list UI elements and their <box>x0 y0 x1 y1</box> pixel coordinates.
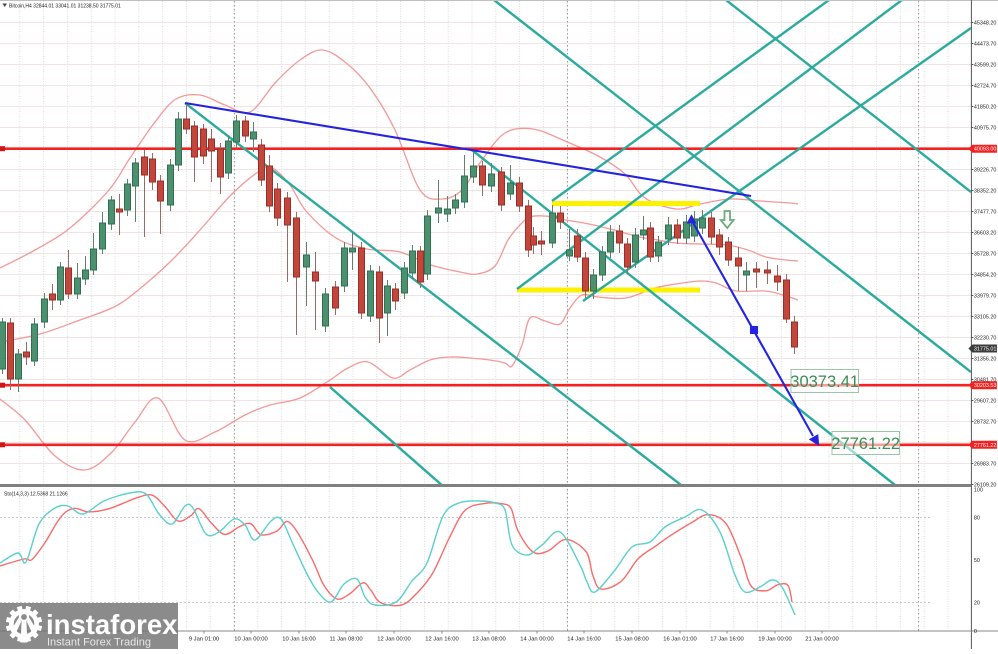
svg-text:11 Jan 08:00: 11 Jan 08:00 <box>329 637 362 643</box>
svg-text:33979.70: 33979.70 <box>974 294 996 300</box>
svg-text:9 Jan 01:00: 9 Jan 01:00 <box>189 637 219 643</box>
svg-text:13 Jan 08:00: 13 Jan 08:00 <box>472 637 506 643</box>
svg-text:30481.70: 30481.70 <box>974 378 996 384</box>
svg-text:42724.70: 42724.70 <box>974 84 996 90</box>
svg-text:37477.70: 37477.70 <box>974 210 996 216</box>
svg-text:35728.70: 35728.70 <box>974 252 996 258</box>
svg-text:30373.41: 30373.41 <box>790 373 859 391</box>
svg-text:14 Jan 00:00: 14 Jan 00:00 <box>520 637 554 643</box>
svg-text:28732.70: 28732.70 <box>974 420 996 426</box>
svg-text:32230.70: 32230.70 <box>974 336 996 342</box>
svg-text:29607.20: 29607.20 <box>974 399 996 405</box>
svg-text:27761.22: 27761.22 <box>831 435 900 453</box>
svg-text:21 Jan 00:00: 21 Jan 00:00 <box>805 637 839 643</box>
svg-text:Sto(14,3,3) 12.5368 21.1266: Sto(14,3,3) 12.5368 21.1266 <box>4 492 68 498</box>
svg-text:36603.20: 36603.20 <box>974 231 996 237</box>
svg-text:16 Jan 01:00: 16 Jan 01:00 <box>663 637 697 643</box>
svg-text:100: 100 <box>974 488 983 494</box>
svg-text:instaforex: instaforex <box>46 609 178 640</box>
svg-text:19 Jan 00:00: 19 Jan 00:00 <box>758 637 792 643</box>
svg-text:34854.20: 34854.20 <box>974 273 996 279</box>
svg-text:40975.70: 40975.70 <box>974 126 996 132</box>
svg-text:26983.70: 26983.70 <box>974 462 996 468</box>
svg-text:45348.20: 45348.20 <box>974 21 996 27</box>
svg-text:30203.53: 30203.53 <box>974 383 996 389</box>
svg-text:27761.22: 27761.22 <box>974 443 996 449</box>
svg-text:41850.20: 41850.20 <box>974 105 996 111</box>
svg-text:10 Jan 16:00: 10 Jan 16:00 <box>282 637 316 643</box>
svg-text:17 Jan 16:00: 17 Jan 16:00 <box>710 637 744 643</box>
svg-text:Instant Forex Trading: Instant Forex Trading <box>47 637 151 649</box>
svg-text:40093.00: 40093.00 <box>974 147 996 153</box>
svg-text:Bitcoin,H4 32844.01 33041.01: Bitcoin,H4 32844.01 33041.01 31238.50 31… <box>9 4 121 10</box>
svg-text:14 Jan 16:00: 14 Jan 16:00 <box>567 637 601 643</box>
svg-text:33105.20: 33105.20 <box>974 315 996 321</box>
svg-text:80: 80 <box>974 516 980 522</box>
svg-text:26109.20: 26109.20 <box>974 483 996 489</box>
svg-text:31356.20: 31356.20 <box>974 357 996 363</box>
svg-text:12 Jan 00:00: 12 Jan 00:00 <box>377 637 411 643</box>
svg-text:43599.20: 43599.20 <box>974 63 996 69</box>
svg-text:20: 20 <box>974 601 980 607</box>
svg-text:31775.01: 31775.01 <box>974 347 996 353</box>
svg-text:50: 50 <box>974 558 980 564</box>
svg-text:0: 0 <box>974 629 977 635</box>
svg-text:10 Jan 00:00: 10 Jan 00:00 <box>234 637 268 643</box>
svg-text:44473.70: 44473.70 <box>974 42 996 48</box>
svg-text:39226.70: 39226.70 <box>974 168 996 174</box>
svg-text:15 Jan 08:00: 15 Jan 08:00 <box>615 637 649 643</box>
svg-text:12 Jan 16:00: 12 Jan 16:00 <box>425 637 459 643</box>
svg-text:38352.20: 38352.20 <box>974 189 996 195</box>
